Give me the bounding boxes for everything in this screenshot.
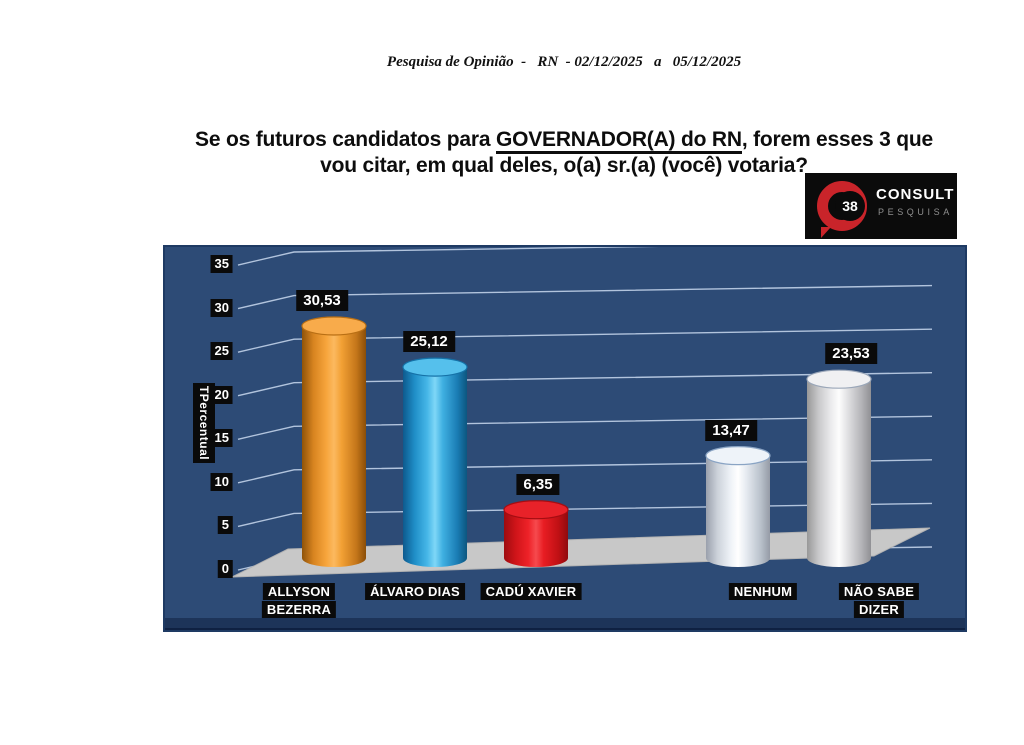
bar-cylinder-cap-3 [705,446,771,466]
question-line1: Se os futuros candidatos para GOVERNADOR… [104,127,1024,154]
question-line1-pre: Se os futuros candidatos para [195,128,496,151]
grid-line [237,245,786,266]
category-label-1: ÁLVARO DIAS [365,583,465,601]
tick-label-25: 25 [210,342,233,361]
tick-label-15: 15 [210,429,233,448]
category-label-line: NENHUM [728,583,798,600]
bar-cylinder-body-0 [302,325,366,558]
tick-label-10: 10 [210,472,233,491]
y-axis-title-text: TPercentual [197,385,211,461]
category-label-2: CADÚ XAVIER [480,583,582,601]
bar-cylinder-body-3 [706,455,770,558]
bar-cylinder-body-4 [807,379,871,558]
category-label-3: NENHUM [728,583,798,601]
bar-cylinder-cap-4 [806,369,872,389]
logo-speech-tail-icon [821,227,831,238]
question-underlined-text: GOVERNADOR(A) do RN [495,128,742,154]
consult-pesquisa-logo: 38 CONSULT PESQUISA [805,173,957,239]
grid-line [237,372,933,397]
logo-name: CONSULT [876,186,955,203]
value-label-0: 30,53 [296,289,348,311]
category-label-line: CADÚ XAVIER [480,583,582,600]
category-label-line: ALLYSON [262,583,336,600]
bar-cylinder-cap-2 [503,500,569,520]
category-label-0: ALLYSON BEZERRA [261,583,337,619]
tick-label-0: 0 [217,560,233,578]
chart-canvas [163,245,967,632]
tick-label-20: 20 [210,385,233,404]
logo-subtitle: PESQUISA [878,207,953,217]
bar-cylinder-cap-1 [402,357,468,377]
header-title: Pesquisa de Opinião - RN - 02/12/2025 a … [386,54,742,70]
grid-line [237,284,933,310]
y-axis-title: TPercentual [193,383,215,463]
tick-label-5: 5 [217,516,233,535]
category-label-4: NÃO SABE DIZER [838,583,920,619]
tick-label-35: 35 [210,255,233,273]
value-label-2: 6,35 [516,473,560,495]
category-label-line: BEZERRA [261,601,337,618]
bar-cylinder-cap-0 [301,316,367,336]
bar-cylinder-body-1 [403,367,467,558]
grid-line [237,415,933,440]
value-label-3: 13,47 [705,419,757,441]
value-label-4: 23,53 [825,343,877,365]
tick-label-30: 30 [210,298,233,317]
question-line2: vou citar, em qual deles, o(a) sr.(a) (v… [320,154,808,177]
value-label-1: 25,12 [403,331,455,353]
chart-panel: 0 5 10 15 20 25 30 35 TPercentual 30,53 25,12 6,35 1… [163,245,967,632]
survey-question: Se os futuros candidatos para GOVERNADOR… [104,127,1024,179]
logo-number: 38 [835,191,865,221]
question-line1-post: , forem esses 3 que [741,128,933,151]
category-label-line: DIZER [854,601,904,618]
category-label-line: ÁLVARO DIAS [365,583,465,600]
grid-line [237,328,933,353]
category-label-line: NÃO SABE [838,583,920,600]
